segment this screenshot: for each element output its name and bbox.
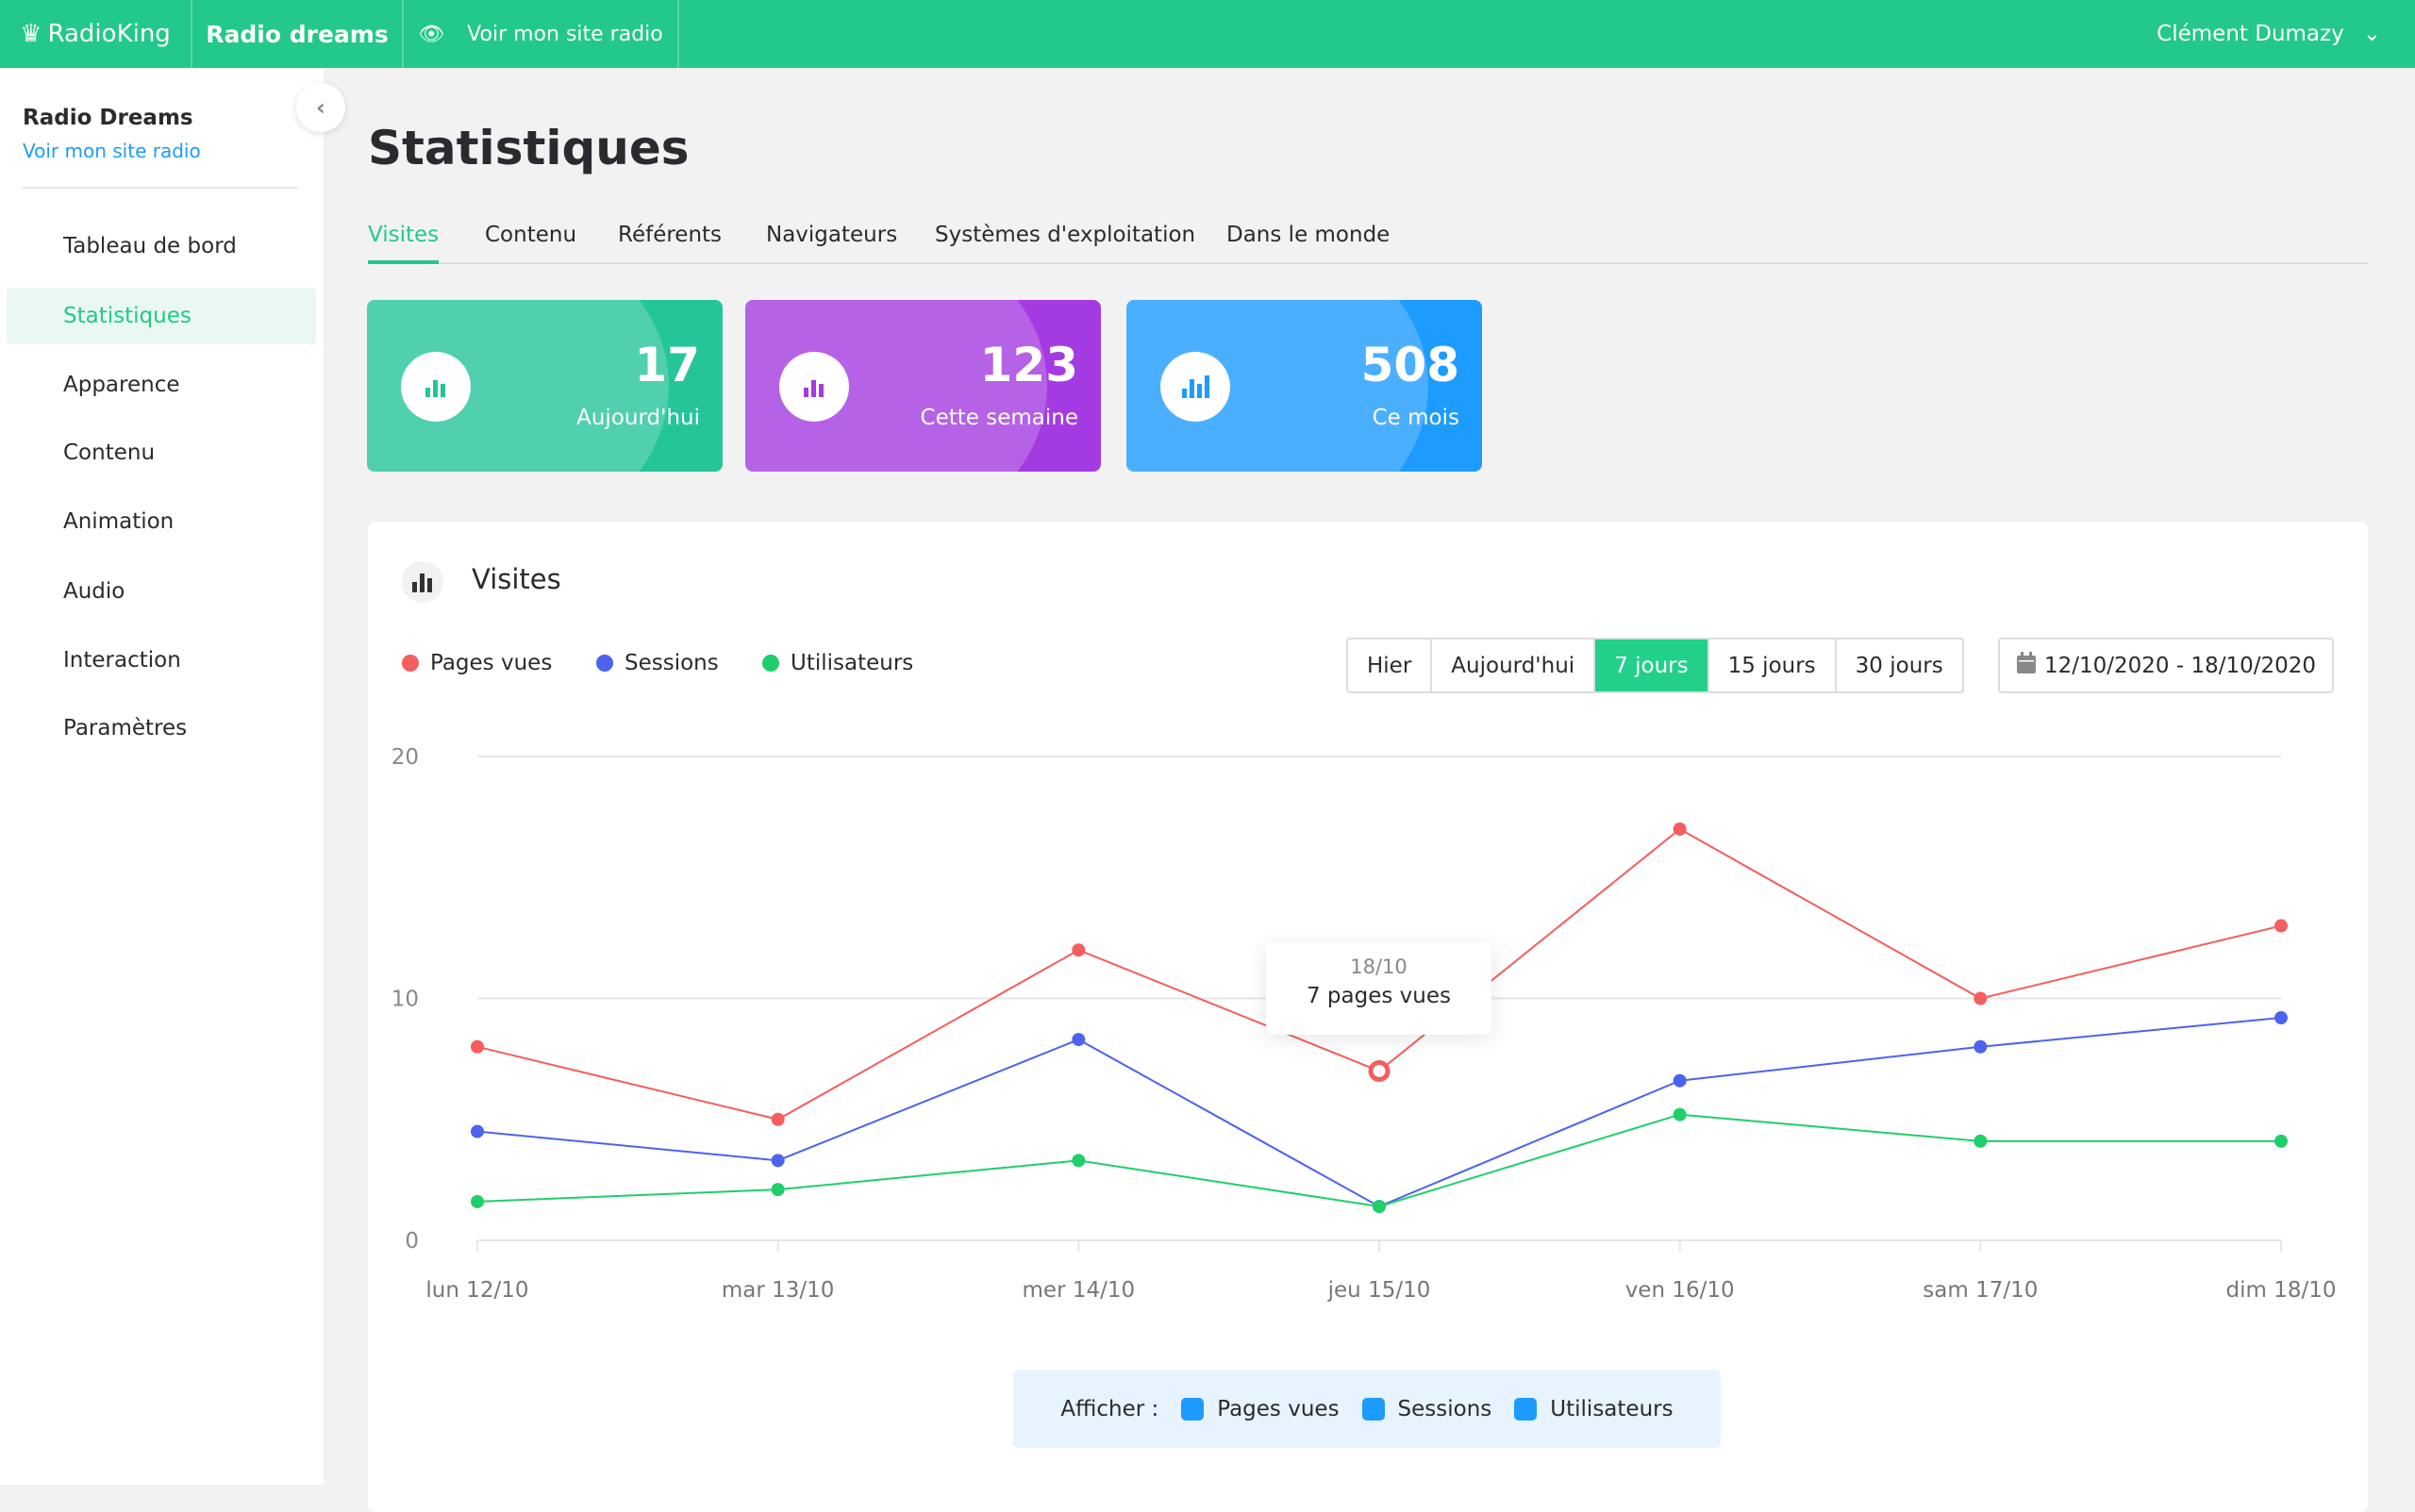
data-point (1974, 991, 1988, 1005)
x-tick-label: lun 12/10 (425, 1278, 528, 1303)
stat-value: 123 (979, 338, 1078, 392)
data-point (771, 1154, 785, 1168)
legend-users[interactable]: Utilisateurs (762, 651, 913, 675)
data-point (1974, 1134, 1988, 1148)
data-point (1673, 1073, 1687, 1088)
stat-card-month: 508 Ce mois (1126, 300, 1482, 472)
bar-chart-icon (402, 561, 443, 603)
sidebar-item-animation[interactable]: Animation (63, 509, 175, 534)
data-point (771, 1183, 785, 1197)
tab-content[interactable]: Contenu (485, 223, 577, 247)
checkbox-users[interactable] (1514, 1397, 1538, 1421)
x-tick-label: jeu 15/10 (1327, 1278, 1431, 1303)
view-site-link[interactable]: 👁 Voir mon site radio (404, 0, 679, 68)
data-point (1673, 1107, 1687, 1122)
page-title: Statistiques (368, 121, 690, 175)
tab-visits[interactable]: Visites (368, 217, 440, 264)
range-yesterday[interactable]: Hier (1348, 640, 1433, 691)
data-point (471, 1194, 484, 1208)
chart-tooltip: 18/10 7 pages vues (1266, 942, 1491, 1035)
data-point (1072, 1033, 1086, 1047)
series-toggle-bar: Afficher : Pages vues Sessions Utilisate… (1013, 1370, 1721, 1448)
x-tick-label: sam 17/10 (1923, 1278, 2038, 1303)
x-tick-label: ven 16/10 (1625, 1278, 1735, 1303)
sidebar: Radio Dreams Voir mon site radio Tableau… (0, 68, 324, 1485)
sidebar-item-content[interactable]: Contenu (63, 440, 156, 465)
data-point (2274, 1011, 2288, 1025)
sidebar-item-dashboard[interactable]: Tableau de bord (63, 234, 237, 258)
chevron-down-icon: ⌄ (2362, 22, 2381, 46)
top-bar: ♛ RadioKing Radio dreams 👁 Voir mon site r… (0, 0, 2415, 68)
data-point (2274, 1134, 2288, 1148)
data-point (771, 1112, 785, 1126)
sidebar-item-statistics[interactable]: Statistiques (7, 288, 316, 344)
y-tick-label: 0 (405, 1229, 419, 1254)
date-range-picker[interactable]: 12/10/2020 - 18/10/2020 (1998, 638, 2334, 693)
range-30-days[interactable]: 30 jours (1855, 653, 1943, 678)
tabs: Visites Contenu Référents Navigateurs Sy… (368, 217, 2368, 264)
site-name[interactable]: Radio dreams (192, 0, 404, 68)
bar-chart-icon (779, 352, 849, 422)
user-menu[interactable]: Clément Dumazy ⌄ (2157, 22, 2381, 46)
data-point (1974, 1039, 1988, 1054)
stat-value: 17 (634, 338, 700, 392)
data-point (471, 1124, 484, 1138)
checkbox-sessions[interactable] (1361, 1397, 1385, 1421)
sidebar-item-appearance[interactable]: Apparence (63, 373, 180, 397)
tab-browsers[interactable]: Navigateurs (766, 223, 898, 247)
data-point (2274, 919, 2288, 933)
x-tick-label: mer 14/10 (1023, 1278, 1136, 1303)
eye-icon: 👁 (418, 22, 445, 46)
tab-referrers[interactable]: Référents (618, 223, 723, 247)
visits-panel: Visites Pages vues Sessions Utilisateurs… (368, 522, 2368, 1512)
x-tick-label: mar 13/10 (722, 1278, 835, 1303)
tab-os[interactable]: Systèmes d'exploitation (935, 223, 1196, 247)
stat-label: Ce mois (1372, 406, 1459, 430)
data-point (1072, 1154, 1086, 1168)
range-15-days[interactable]: 15 jours (1709, 640, 1837, 691)
range-7-days[interactable]: 7 jours (1595, 640, 1709, 691)
sidebar-item-settings[interactable]: Paramètres (63, 716, 188, 740)
sidebar-item-interaction[interactable]: Interaction (63, 648, 181, 673)
range-selector: Hier Aujourd'hui 7 jours 15 jours 30 jou… (1346, 638, 1964, 693)
highlighted-point (1368, 1059, 1391, 1082)
legend-sessions[interactable]: Sessions (596, 651, 719, 675)
bar-chart-icon (1160, 352, 1230, 422)
sidebar-title: Radio Dreams (23, 106, 193, 130)
data-point (1072, 943, 1086, 957)
divider (23, 187, 297, 189)
legend-pages-views[interactable]: Pages vues (402, 651, 552, 675)
y-tick-label: 10 (391, 988, 419, 1012)
stat-card-today: 17 Aujourd'hui (367, 300, 723, 472)
stat-value: 508 (1360, 338, 1459, 392)
radioking-logo[interactable]: ♛ RadioKing (0, 0, 192, 68)
sidebar-site-link[interactable]: Voir mon site radio (23, 140, 201, 162)
chevron-left-icon: ‹ (316, 94, 325, 121)
stat-label: Cette semaine (920, 406, 1078, 430)
stat-card-week: 123 Cette semaine (745, 300, 1101, 472)
data-point (1373, 1200, 1386, 1214)
tab-world[interactable]: Dans le monde (1226, 223, 1391, 247)
collapse-sidebar-button[interactable]: ‹ (296, 83, 345, 132)
crown-icon: ♛ (20, 20, 42, 48)
series-line-2 (476, 1113, 2281, 1208)
checkbox-pages-views[interactable] (1181, 1397, 1205, 1421)
data-point (1673, 822, 1687, 836)
data-point (471, 1039, 484, 1054)
range-today[interactable]: Aujourd'hui (1432, 640, 1596, 691)
sidebar-item-audio[interactable]: Audio (63, 579, 125, 604)
x-tick-label: dim 18/10 (2226, 1278, 2337, 1303)
panel-title: Visites (472, 563, 561, 595)
visits-line-chart: 0 10 20 lun 12/10 mar 13/10 mer 14/10 jeu 15/1… (391, 745, 2337, 1303)
calendar-icon (2016, 651, 2037, 680)
stat-label: Aujourd'hui (576, 406, 700, 430)
y-tick-label: 20 (391, 745, 419, 770)
bar-chart-icon (401, 352, 471, 422)
